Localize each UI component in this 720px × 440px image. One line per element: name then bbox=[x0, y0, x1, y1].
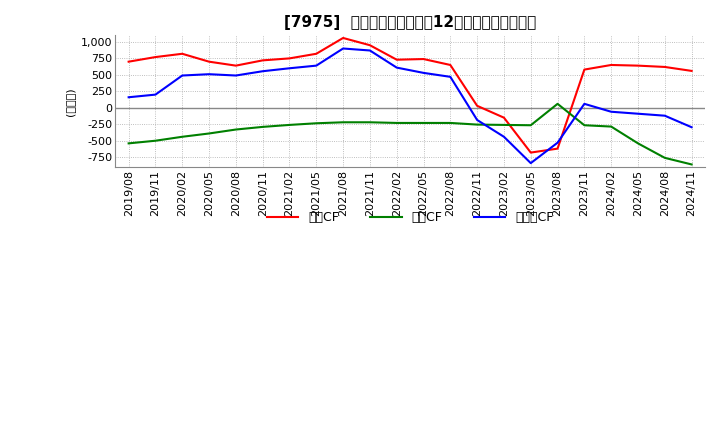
フリーCF bbox=[526, 161, 535, 166]
フリーCF bbox=[125, 95, 133, 100]
営業CF bbox=[580, 67, 589, 72]
フリーCF bbox=[607, 109, 616, 114]
フリーCF bbox=[419, 70, 428, 76]
フリーCF bbox=[204, 72, 213, 77]
投資CF bbox=[204, 131, 213, 136]
Title: [7975]  キャッシュフローの12か月移動合計の推移: [7975] キャッシュフローの12か月移動合計の推移 bbox=[284, 15, 536, 30]
営業CF bbox=[688, 68, 696, 73]
投資CF bbox=[366, 120, 374, 125]
営業CF bbox=[419, 56, 428, 62]
投資CF bbox=[125, 141, 133, 146]
営業CF bbox=[204, 59, 213, 64]
営業CF bbox=[392, 57, 401, 62]
営業CF bbox=[232, 63, 240, 68]
Legend: 営業CF, 投資CF, フリーCF: 営業CF, 投資CF, フリーCF bbox=[262, 206, 558, 229]
営業CF bbox=[339, 35, 348, 40]
投資CF bbox=[580, 123, 589, 128]
フリーCF bbox=[688, 125, 696, 130]
投資CF bbox=[500, 122, 508, 128]
投資CF bbox=[660, 155, 669, 161]
フリーCF bbox=[446, 74, 454, 80]
営業CF bbox=[500, 115, 508, 120]
営業CF bbox=[125, 59, 133, 64]
フリーCF bbox=[178, 73, 186, 78]
フリーCF bbox=[312, 63, 320, 68]
営業CF bbox=[660, 64, 669, 70]
営業CF bbox=[553, 146, 562, 151]
営業CF bbox=[285, 56, 294, 61]
投資CF bbox=[607, 124, 616, 129]
投資CF bbox=[446, 120, 454, 125]
Y-axis label: (百万円): (百万円) bbox=[66, 87, 76, 116]
営業CF bbox=[446, 62, 454, 68]
営業CF bbox=[258, 58, 267, 63]
フリーCF bbox=[339, 46, 348, 51]
フリーCF bbox=[660, 113, 669, 118]
Line: 投資CF: 投資CF bbox=[129, 104, 692, 165]
Line: 営業CF: 営業CF bbox=[129, 38, 692, 153]
投資CF bbox=[419, 120, 428, 125]
投資CF bbox=[178, 134, 186, 139]
フリーCF bbox=[366, 48, 374, 53]
営業CF bbox=[366, 43, 374, 48]
営業CF bbox=[526, 150, 535, 155]
フリーCF bbox=[634, 111, 642, 116]
投資CF bbox=[285, 122, 294, 128]
フリーCF bbox=[392, 65, 401, 70]
投資CF bbox=[634, 141, 642, 146]
投資CF bbox=[258, 124, 267, 129]
投資CF bbox=[312, 121, 320, 126]
営業CF bbox=[151, 55, 160, 60]
フリーCF bbox=[500, 134, 508, 139]
フリーCF bbox=[473, 117, 482, 123]
Line: フリーCF: フリーCF bbox=[129, 48, 692, 163]
フリーCF bbox=[151, 92, 160, 97]
フリーCF bbox=[580, 101, 589, 106]
営業CF bbox=[178, 51, 186, 56]
投資CF bbox=[151, 138, 160, 143]
フリーCF bbox=[232, 73, 240, 78]
投資CF bbox=[473, 122, 482, 127]
投資CF bbox=[232, 127, 240, 132]
投資CF bbox=[688, 162, 696, 167]
営業CF bbox=[473, 103, 482, 108]
フリーCF bbox=[258, 69, 267, 74]
営業CF bbox=[634, 63, 642, 68]
営業CF bbox=[312, 51, 320, 56]
投資CF bbox=[339, 120, 348, 125]
営業CF bbox=[607, 62, 616, 68]
投資CF bbox=[392, 120, 401, 125]
投資CF bbox=[553, 101, 562, 106]
フリーCF bbox=[285, 66, 294, 71]
投資CF bbox=[526, 123, 535, 128]
フリーCF bbox=[553, 140, 562, 145]
